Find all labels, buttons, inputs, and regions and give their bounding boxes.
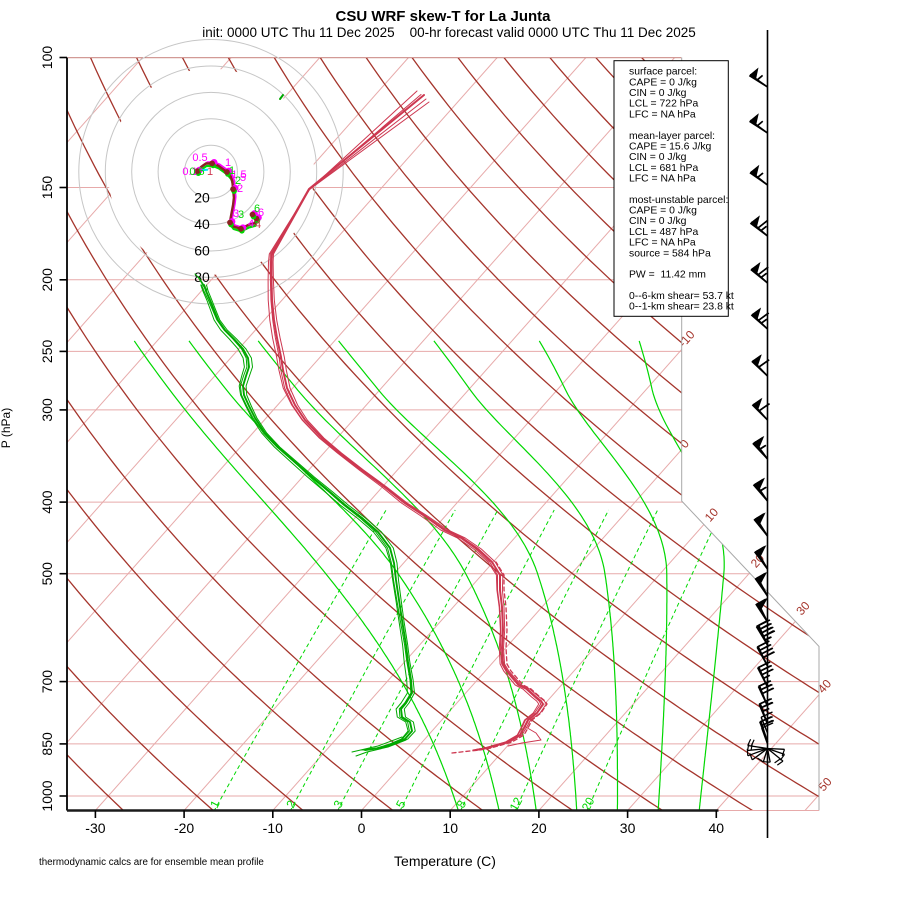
svg-text:200: 200 [39, 268, 55, 292]
svg-text:-30: -30 [85, 820, 105, 836]
svg-text:CAPE = 0 J/kg: CAPE = 0 J/kg [629, 77, 697, 88]
svg-text:LFC = NA hPa: LFC = NA hPa [629, 174, 696, 185]
svg-text:thermodynamic calcs are for en: thermodynamic calcs are for ensemble mea… [39, 857, 264, 868]
svg-text:CIN = 0 J/kg: CIN = 0 J/kg [629, 88, 687, 99]
svg-text:20: 20 [531, 820, 547, 836]
svg-text:850: 850 [39, 732, 55, 756]
svg-text:P (hPa): P (hPa) [0, 408, 13, 448]
svg-text:CSU WRF skew-T for La Junta: CSU WRF skew-T for La Junta [335, 8, 551, 25]
svg-text:0.5: 0.5 [189, 166, 204, 178]
svg-text:LCL = 487 hPa: LCL = 487 hPa [629, 227, 698, 238]
svg-text:300: 300 [39, 398, 55, 422]
svg-text:500: 500 [39, 562, 55, 586]
svg-text:250: 250 [39, 340, 55, 364]
svg-text:LFC = NA hPa: LFC = NA hPa [629, 238, 696, 249]
svg-text:3: 3 [238, 209, 244, 221]
svg-text:0--1-km shear= 23.8 kt: 0--1-km shear= 23.8 kt [629, 302, 734, 313]
svg-text:source = 584 hPa: source = 584 hPa [629, 248, 711, 259]
svg-text:init: 0000 UTC Thu 11 Dec 2025: init: 0000 UTC Thu 11 Dec 2025 00-hr for… [202, 25, 696, 40]
svg-text:100: 100 [39, 46, 55, 70]
svg-text:60: 60 [194, 242, 210, 258]
svg-text:LFC = NA hPa: LFC = NA hPa [629, 109, 696, 120]
svg-text:CAPE = 15.6 J/kg: CAPE = 15.6 J/kg [629, 142, 712, 153]
svg-text:-10: -10 [263, 820, 283, 836]
svg-text:LCL = 681 hPa: LCL = 681 hPa [629, 163, 698, 174]
svg-text:mean-layer parcel:: mean-layer parcel: [629, 131, 715, 142]
svg-text:6: 6 [258, 207, 264, 219]
svg-text:most-unstable parcel:: most-unstable parcel: [629, 195, 728, 206]
svg-text:0.5: 0.5 [192, 152, 207, 164]
svg-text:20: 20 [194, 190, 210, 206]
svg-text:40: 40 [709, 820, 725, 836]
svg-text:CIN = 0 J/kg: CIN = 0 J/kg [629, 216, 687, 227]
svg-text:150: 150 [39, 176, 55, 200]
svg-text:0: 0 [358, 820, 366, 836]
svg-text:1: 1 [207, 166, 213, 178]
svg-text:1000: 1000 [39, 780, 55, 811]
svg-text:0--6-km shear= 53.7 kt: 0--6-km shear= 53.7 kt [629, 291, 734, 302]
svg-text:5: 5 [240, 172, 246, 184]
svg-text:surface parcel:: surface parcel: [629, 67, 697, 78]
svg-text:400: 400 [39, 490, 55, 514]
svg-text:CAPE = 0 J/kg: CAPE = 0 J/kg [629, 206, 697, 217]
svg-text:700: 700 [39, 670, 55, 694]
svg-text:30: 30 [620, 820, 636, 836]
svg-text:10: 10 [442, 820, 458, 836]
svg-text:Temperature (C): Temperature (C) [394, 853, 496, 869]
svg-text:4: 4 [255, 219, 261, 231]
svg-text:PW = 11.42 mm: PW = 11.42 mm [629, 270, 706, 281]
svg-text:LCL = 722 hPa: LCL = 722 hPa [629, 99, 698, 110]
svg-text:4: 4 [248, 218, 254, 230]
svg-text:-20: -20 [174, 820, 194, 836]
svg-text:2: 2 [237, 183, 243, 195]
svg-text:40: 40 [194, 216, 210, 232]
svg-text:CIN = 0 J/kg: CIN = 0 J/kg [629, 152, 687, 163]
